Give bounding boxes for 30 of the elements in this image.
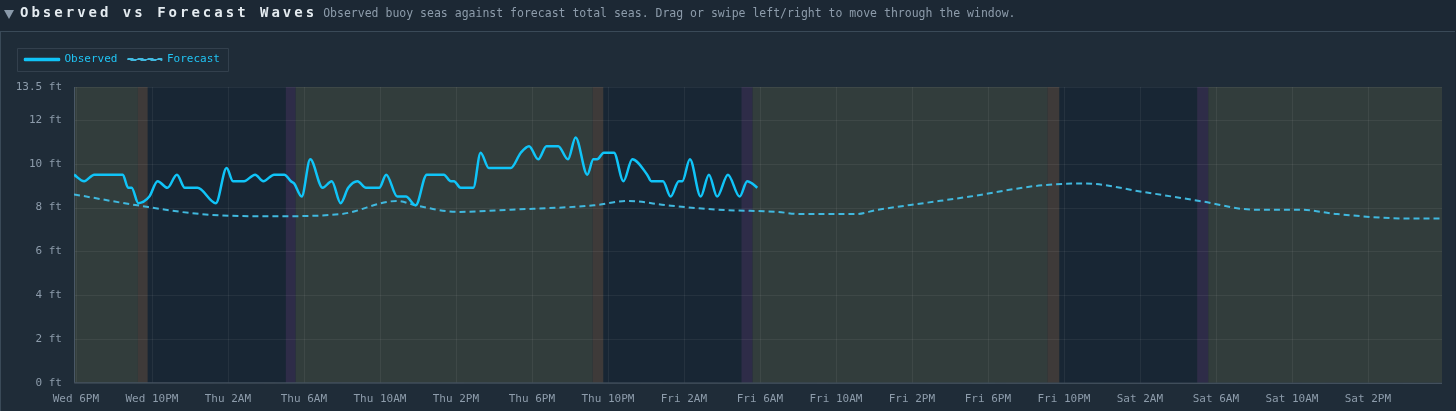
x-tick-label: Thu 2AM [204, 392, 252, 406]
x-tick-label: Fri 6PM [964, 392, 1012, 406]
x-tick-label: Thu 2PM [432, 392, 480, 406]
chart-title: Observed vs Forecast Waves [20, 3, 318, 22]
x-tick-label: Thu 10PM [581, 392, 635, 406]
y-tick-label: 2 ft [35, 331, 62, 345]
y-tick-label: 4 ft [35, 288, 62, 302]
y-tick-label: 12 ft [28, 112, 62, 126]
x-tick-label: Sat 2AM [1116, 392, 1164, 406]
legend-label: Forecast [166, 52, 220, 66]
x-tick-label: Fri 6AM [736, 392, 784, 406]
x-tick-label: Thu 6AM [280, 392, 328, 406]
y-tick-label: 10 ft [28, 156, 62, 170]
x-tick-label: Wed 10PM [125, 392, 179, 406]
x-tick-label: Sat 2PM [1344, 392, 1392, 406]
y-tick-label: 0 ft [35, 375, 62, 389]
x-tick-label: Sat 10AM [1265, 392, 1319, 406]
x-tick-label: Thu 10AM [353, 392, 407, 406]
y-tick-label: 6 ft [35, 244, 62, 258]
chart-subtitle: Observed buoy seas against forecast total seas. Drag or swipe left/right to move through the window. [323, 5, 1016, 22]
x-tick-label: Fri 10PM [1037, 392, 1091, 406]
y-tick-label: 8 ft [35, 200, 62, 214]
x-tick-label: Thu 6PM [508, 392, 556, 406]
y-tick-label: 13.5 ft [15, 79, 62, 93]
x-tick-label: Fri 2AM [660, 392, 708, 406]
x-tick-label: Fri 2PM [888, 392, 936, 406]
x-tick-label: Wed 6PM [52, 392, 100, 406]
x-tick-label: Sat 6AM [1192, 392, 1240, 406]
x-tick-label: Fri 10AM [809, 392, 863, 406]
legend-label: Observed [64, 52, 118, 66]
